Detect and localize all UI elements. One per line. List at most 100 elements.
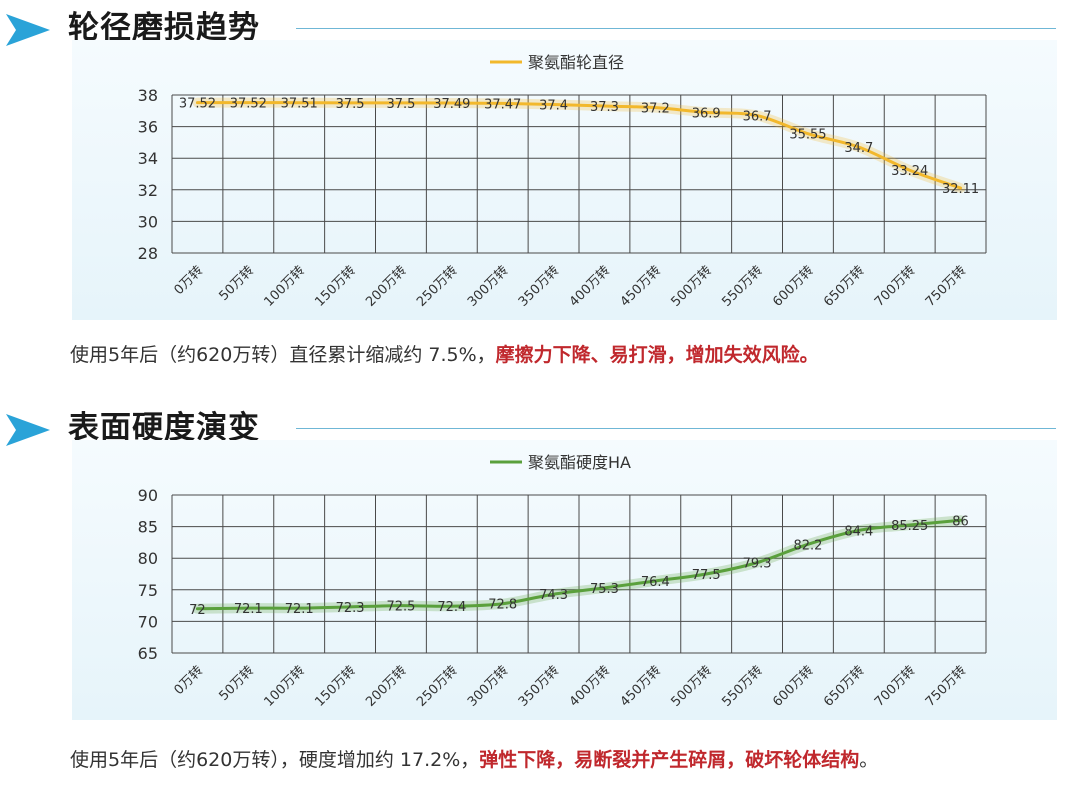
data-label: 37.51 [281,97,318,112]
data-label: 75.3 [590,582,619,597]
data-label: 37.52 [230,97,267,112]
x-axis: 0万转 50万转 100万转 150万转 200万转 250万转 300万转 350万转 400… [171,263,969,310]
x-tick-label: 150万转 [312,263,359,310]
y-tick-label: 38 [138,86,158,105]
caption-warning: 摩擦力下降、易打滑，增加失效风险。 [495,344,819,366]
diameter-chart-panel: 聚氨酯轮直径 28 30 32 34 36 38 0万转 50万转 100万转 150万转 200万转… [72,40,1057,320]
grid [171,494,987,654]
hardness-line-chart: 聚氨酯硬度HA 65 70 75 80 85 90 0万转 50万转 100万转 150万转 200万… [138,453,987,710]
caption-text: 使用5年后（约620万转）直径累计缩减约 7.5%， [70,344,496,366]
x-tick-label: 750万转 [923,663,970,710]
data-label: 34.7 [844,141,873,156]
data-label: 37.52 [179,97,216,112]
data-label: 36.7 [743,110,772,125]
series-line [195,101,963,190]
x-tick-label: 300万转 [465,263,512,310]
x-tick-label: 400万转 [567,663,614,710]
x-tick-label: 250万转 [414,663,461,710]
series-line [195,518,963,611]
data-label: 76.4 [641,575,670,590]
data-label: 37.3 [590,100,619,115]
chart-legend: 聚氨酯轮直径 [490,53,624,72]
y-axis: 28 30 32 34 36 38 [138,86,158,263]
x-tick-label: 0万转 [171,663,206,698]
data-label: 82.2 [793,538,822,553]
x-tick-label: 550万转 [719,263,766,310]
x-tick-label: 450万转 [618,263,665,310]
data-label: 72.4 [437,600,466,615]
data-label: 85.25 [891,519,928,534]
data-label: 37.5 [386,97,415,112]
data-labels: 37.52 37.52 37.51 37.5 37.5 37.49 37.47 37.4 37.… [179,97,979,197]
x-tick-label: 300万转 [465,663,512,710]
caption-warning: 弹性下降，易断裂并产生碎屑，破坏轮体结构 [479,749,860,771]
x-tick-label: 650万转 [821,263,868,310]
x-tick-label: 100万转 [261,263,308,310]
grid [171,94,987,254]
data-label: 72.3 [336,601,365,616]
y-tick-label: 85 [138,518,158,537]
arrow-icon [6,14,50,46]
x-tick-label: 450万转 [618,663,665,710]
data-label: 37.49 [433,97,470,112]
data-label: 84.4 [844,524,873,539]
y-tick-label: 80 [138,549,158,568]
legend-label: 聚氨酯轮直径 [528,53,624,72]
x-tick-label: 200万转 [363,663,410,710]
hardness-caption: 使用5年后（约620万转），硬度增加约 17.2%，弹性下降，易断裂并产生碎屑，… [70,745,878,775]
y-tick-label: 65 [138,644,158,663]
x-tick-label: 500万转 [668,663,715,710]
data-label: 72.8 [488,598,517,613]
y-tick-label: 30 [138,212,158,231]
data-label: 32.11 [942,182,979,197]
hardness-chart-panel: 聚氨酯硬度HA 65 70 75 80 85 90 0万转 50万转 100万转 150万转 200万… [72,440,1057,720]
x-tick-label: 200万转 [363,263,410,310]
data-label: 72.1 [234,602,263,617]
x-tick-label: 50万转 [216,263,257,304]
data-label: 79.3 [743,557,772,572]
title-rule [296,28,1056,29]
data-label: 37.47 [484,97,521,112]
data-label: 72 [189,603,206,618]
diameter-line-chart: 聚氨酯轮直径 28 30 32 34 36 38 0万转 50万转 100万转 150万转 200万转… [138,53,987,310]
caption-end: 。 [859,749,879,771]
y-tick-label: 28 [138,244,158,263]
x-tick-label: 350万转 [516,263,563,310]
diameter-caption: 使用5年后（约620万转）直径累计缩减约 7.5%，摩擦力下降、易打滑，增加失效… [70,340,819,370]
x-tick-label: 550万转 [719,663,766,710]
x-tick-label: 0万转 [171,263,206,298]
data-label: 86 [952,514,969,529]
x-tick-label: 50万转 [216,663,257,704]
chart-legend: 聚氨酯硬度HA [490,453,631,472]
x-tick-label: 600万转 [770,663,817,710]
x-tick-label: 250万转 [414,263,461,310]
x-tick-label: 700万转 [872,263,919,310]
data-label: 37.2 [641,102,670,117]
data-label: 36.9 [692,106,721,121]
x-axis: 0万转 50万转 100万转 150万转 200万转 250万转 300万转 350万转 400… [171,663,969,710]
x-tick-label: 500万转 [668,263,715,310]
data-label: 37.4 [539,98,568,113]
y-tick-label: 90 [138,486,158,505]
legend-label: 聚氨酯硬度HA [528,453,631,472]
data-label: 72.5 [386,600,415,615]
x-tick-label: 700万转 [872,663,919,710]
data-label: 35.55 [789,128,826,143]
y-axis: 65 70 75 80 85 90 [138,486,158,663]
title-rule [296,428,1056,429]
x-tick-label: 400万转 [567,263,614,310]
caption-text: 使用5年后（约620万转），硬度增加约 17.2%， [70,749,480,771]
x-tick-label: 350万转 [516,663,563,710]
data-label: 74.3 [539,588,568,603]
x-tick-label: 750万转 [923,263,970,310]
data-label: 33.24 [891,164,928,179]
y-tick-label: 75 [138,581,158,600]
y-tick-label: 34 [138,149,158,168]
data-labels: 72 72.1 72.1 72.3 72.5 72.4 72.8 74.3 75.3 76.4 77… [189,514,969,617]
x-tick-label: 150万转 [312,663,359,710]
data-label: 77.5 [692,568,721,583]
data-label: 37.5 [336,97,365,112]
arrow-icon [6,414,50,446]
y-tick-label: 36 [138,118,158,137]
data-label: 72.1 [285,602,314,617]
